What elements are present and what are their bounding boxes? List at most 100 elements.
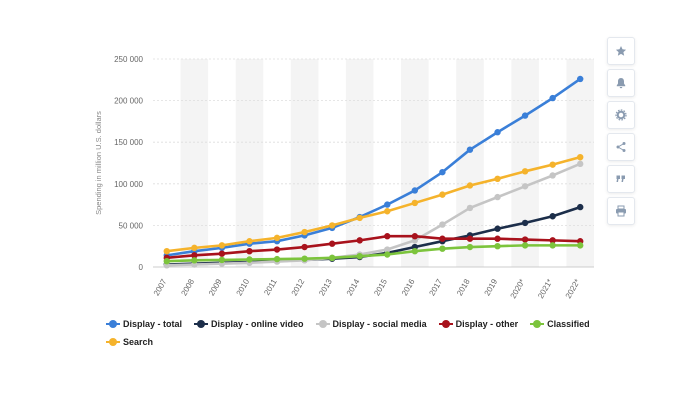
legend-item[interactable]: Classified <box>530 318 590 330</box>
x-tick-label: 2017 <box>427 277 444 297</box>
data-point[interactable] <box>356 237 363 244</box>
data-point[interactable] <box>466 235 474 242</box>
data-point[interactable] <box>549 213 556 220</box>
data-point[interactable] <box>191 244 198 252</box>
data-point[interactable] <box>466 146 474 153</box>
data-point[interactable] <box>246 247 253 255</box>
series-line <box>166 234 581 260</box>
data-point[interactable] <box>384 201 391 208</box>
legend-item[interactable]: Display - other <box>438 318 518 330</box>
data-point[interactable] <box>191 257 198 264</box>
data-point[interactable] <box>521 112 529 119</box>
data-point[interactable] <box>549 94 556 102</box>
chart-legend: Display - total Display - online video Dis… <box>106 318 606 348</box>
y-tick-label: 250 000 <box>114 55 143 64</box>
data-point[interactable] <box>218 256 226 264</box>
series-search <box>163 153 584 255</box>
legend-item[interactable]: Display - social media <box>315 318 427 330</box>
x-tick-label: 2007 <box>152 277 169 297</box>
star-button[interactable] <box>607 37 635 65</box>
data-point[interactable] <box>439 245 446 252</box>
print-button[interactable] <box>607 197 635 225</box>
data-point[interactable] <box>577 203 584 211</box>
data-point[interactable] <box>411 233 419 240</box>
data-point[interactable] <box>246 238 253 245</box>
print-icon <box>615 205 627 217</box>
data-point[interactable] <box>273 246 281 253</box>
data-point[interactable] <box>328 254 336 262</box>
data-point[interactable] <box>577 160 584 168</box>
data-point[interactable] <box>439 168 446 176</box>
data-point[interactable] <box>577 75 584 83</box>
column-band <box>235 59 264 267</box>
data-point[interactable] <box>301 228 308 236</box>
data-point[interactable] <box>439 191 446 198</box>
data-point[interactable] <box>521 168 529 175</box>
quote-button[interactable] <box>607 165 635 193</box>
legend-item[interactable]: Search <box>106 336 153 348</box>
data-point[interactable] <box>384 246 391 253</box>
data-point[interactable] <box>494 175 501 183</box>
data-point[interactable] <box>577 153 584 161</box>
legend-item[interactable]: Display - online video <box>194 318 304 330</box>
data-point[interactable] <box>494 193 501 201</box>
x-tick-label: 2016 <box>400 277 417 297</box>
share-button[interactable] <box>607 133 635 161</box>
data-point[interactable] <box>356 214 363 222</box>
data-point[interactable] <box>577 242 584 249</box>
gear-button[interactable] <box>607 101 635 129</box>
x-tick-label: 2008 <box>179 277 196 297</box>
legend-label: Classified <box>547 319 590 329</box>
legend-item[interactable]: Display - total <box>106 318 182 330</box>
data-point[interactable] <box>273 255 281 263</box>
data-point[interactable] <box>273 234 281 242</box>
data-point[interactable] <box>439 221 446 228</box>
data-point[interactable] <box>549 242 556 249</box>
gear-icon <box>615 109 627 121</box>
data-point[interactable] <box>494 243 501 250</box>
data-point[interactable] <box>218 250 226 257</box>
data-point[interactable] <box>521 183 529 190</box>
legend-swatch <box>438 318 453 330</box>
data-point[interactable] <box>384 233 391 240</box>
data-point[interactable] <box>301 243 308 251</box>
data-point[interactable] <box>301 255 308 262</box>
data-point[interactable] <box>521 219 529 227</box>
data-point[interactable] <box>384 251 391 258</box>
data-point[interactable] <box>494 235 501 242</box>
data-point[interactable] <box>411 199 419 207</box>
data-point[interactable] <box>191 252 198 259</box>
data-point[interactable] <box>549 172 556 179</box>
data-point[interactable] <box>411 187 419 194</box>
data-point[interactable] <box>521 242 529 249</box>
data-point[interactable] <box>163 247 170 255</box>
data-point[interactable] <box>494 225 501 232</box>
column-band <box>180 59 209 267</box>
data-point[interactable] <box>466 243 474 251</box>
x-tick-label: 2011 <box>262 277 279 297</box>
data-point[interactable] <box>466 204 474 212</box>
data-point[interactable] <box>328 222 336 229</box>
x-tick-label: 2022* <box>564 278 582 301</box>
data-point[interactable] <box>163 257 170 265</box>
data-point[interactable] <box>549 237 556 244</box>
data-point[interactable] <box>384 208 391 215</box>
data-point[interactable] <box>356 252 363 260</box>
data-point[interactable] <box>521 236 529 243</box>
x-tick-label: 2018 <box>455 277 472 297</box>
x-tick-label: 2012 <box>290 277 307 297</box>
data-point[interactable] <box>328 240 336 247</box>
x-tick-label: 2010 <box>235 277 252 297</box>
star-icon <box>615 45 627 57</box>
data-point[interactable] <box>218 242 226 249</box>
data-point[interactable] <box>494 129 501 136</box>
legend-swatch <box>530 318 545 330</box>
data-point[interactable] <box>246 256 253 263</box>
data-point[interactable] <box>549 161 556 168</box>
data-point[interactable] <box>439 235 446 242</box>
chart-gridlines <box>153 58 594 268</box>
bell-button[interactable] <box>607 69 635 97</box>
data-point[interactable] <box>466 182 474 189</box>
data-point[interactable] <box>411 247 419 255</box>
share-icon <box>615 141 627 153</box>
